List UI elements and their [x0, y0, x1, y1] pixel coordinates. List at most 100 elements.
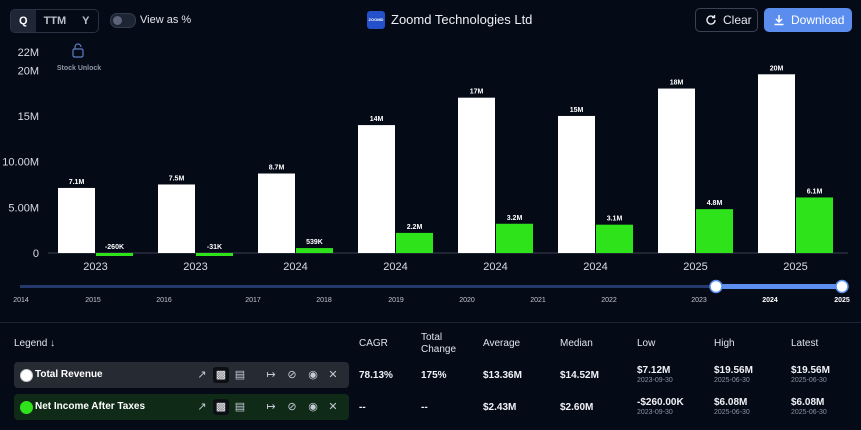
high-date: 2025-06-30 — [714, 377, 750, 384]
clear-button[interactable]: Clear — [695, 8, 758, 32]
timeline-year-label: 2023 — [691, 297, 707, 304]
latest-date: 2025-06-30 — [791, 377, 827, 384]
data-label: 3.1M — [607, 216, 623, 223]
bar-net-income[interactable] — [696, 209, 733, 253]
timeline-range — [716, 284, 842, 289]
axis-icon[interactable]: ↦ — [266, 369, 276, 381]
bar-revenue[interactable] — [458, 97, 495, 253]
download-button[interactable]: Download — [764, 8, 852, 32]
bar-net-income[interactable] — [596, 224, 633, 253]
company-title: Zoomd Technologies Ltd — [391, 12, 533, 27]
timeline-year-label: 2019 — [388, 297, 404, 304]
timeline-handle-end[interactable] — [835, 279, 849, 294]
bar-chart-icon[interactable]: ▩ — [213, 399, 229, 415]
bar-revenue[interactable] — [158, 184, 195, 253]
data-label: 18M — [670, 80, 684, 87]
data-label: 4.8M — [707, 200, 723, 207]
data-label: 7.5M — [169, 175, 185, 182]
close-icon[interactable]: ✕ — [328, 369, 338, 381]
x-tick-label: 2025 — [783, 261, 807, 273]
view-as-percent-toggle[interactable] — [110, 13, 136, 28]
latest-value: $6.08M — [791, 397, 825, 408]
data-label: 8.7M — [269, 165, 285, 172]
stock-unlock-label: Stock Unlock — [57, 65, 101, 72]
view-as-percent-label: View as % — [140, 14, 192, 26]
stacked-bar-icon[interactable]: ▤ — [234, 401, 246, 413]
period-ttm[interactable]: TTM — [43, 15, 67, 27]
timeline-handle-start[interactable] — [709, 279, 723, 294]
y-tick-label: 20M — [18, 65, 39, 77]
cagr-header: CAGR — [359, 338, 388, 349]
hide-icon[interactable]: ◉ — [308, 401, 318, 413]
data-label: -260K — [105, 244, 124, 251]
average-value: $13.36M — [483, 370, 522, 381]
timeline-year-label: 2015 — [85, 297, 101, 304]
bar-net-income[interactable] — [96, 253, 133, 256]
high-value: $19.56M — [714, 365, 753, 376]
bar-net-income[interactable] — [196, 253, 233, 256]
low-value: $7.12M — [637, 365, 671, 376]
high-date: 2025-06-30 — [714, 409, 750, 416]
lock-icon — [72, 48, 84, 58]
timeline-year-label: 2014 — [13, 297, 29, 304]
low-date: 2023-09-30 — [637, 377, 673, 384]
period-q[interactable]: Q — [11, 10, 36, 32]
timeline-year-label: 2024 — [762, 297, 778, 304]
timeline-year-label: 2017 — [245, 297, 261, 304]
period-y[interactable]: Y — [82, 15, 90, 27]
timeline-year-label: 2025 — [834, 297, 850, 304]
close-icon[interactable]: ✕ — [328, 401, 338, 413]
bar-revenue[interactable] — [558, 115, 595, 253]
bar-net-income[interactable] — [496, 223, 533, 253]
y-tick-label: 22M — [18, 47, 39, 59]
legend-header-label: Legend — [14, 338, 48, 349]
stock-unlock-annotation[interactable]: Stock Unlock — [57, 43, 101, 72]
y-tick-label: 5.00M — [8, 202, 39, 214]
bar-net-income[interactable] — [296, 248, 333, 253]
legend-row-total-revenue[interactable]: Total Revenue ↗ ▩ ▤ ↦ ⊘ ◉ ✕ — [14, 362, 349, 388]
tag-off-icon[interactable]: ⊘ — [287, 401, 297, 413]
timeline-year-label: 2022 — [601, 297, 617, 304]
cagr-value: 78.13% — [359, 370, 393, 381]
data-label: -31K — [207, 244, 222, 251]
median-value: $14.52M — [560, 370, 599, 381]
median-value: $2.60M — [560, 402, 594, 413]
x-tick-label: 2024 — [583, 261, 607, 273]
data-label: 539K — [306, 239, 323, 246]
legend-header[interactable]: Legend ↓ — [14, 338, 55, 350]
x-tick-label: 2024 — [483, 261, 507, 273]
bar-revenue[interactable] — [58, 187, 95, 253]
bar-revenue[interactable] — [758, 74, 795, 253]
low-header: Low — [637, 338, 656, 349]
data-label: 17M — [470, 89, 484, 96]
download-label: Download — [791, 13, 845, 27]
line-chart-icon[interactable]: ↗ — [197, 401, 207, 413]
bar-revenue[interactable] — [658, 88, 695, 253]
data-label: 3.2M — [507, 215, 523, 222]
low-value: -$260.00K — [637, 397, 684, 408]
total-change-value: -- — [421, 402, 428, 413]
bar-revenue[interactable] — [258, 173, 295, 253]
bar-revenue[interactable] — [358, 125, 395, 253]
tag-off-icon[interactable]: ⊘ — [287, 369, 297, 381]
bar-net-income[interactable] — [396, 232, 433, 253]
timeline-year-label: 2018 — [316, 297, 332, 304]
stacked-bar-icon[interactable]: ▤ — [234, 369, 246, 381]
line-chart-icon[interactable]: ↗ — [197, 369, 207, 381]
data-label: 20M — [770, 65, 784, 72]
data-label: 2.2M — [407, 224, 423, 231]
data-label: 15M — [570, 107, 584, 114]
y-tick-label: 0 — [33, 248, 39, 260]
bar-net-income[interactable] — [796, 197, 833, 253]
legend-row-net-income[interactable]: Net Income After Taxes ↗ ▩ ▤ ↦ ⊘ ◉ ✕ — [14, 394, 349, 420]
latest-date: 2025-06-30 — [791, 409, 827, 416]
bar-chart-icon[interactable]: ▩ — [213, 367, 229, 383]
series-label: Net Income After Taxes — [35, 401, 146, 412]
hide-icon[interactable]: ◉ — [308, 369, 318, 381]
cagr-value: -- — [359, 402, 366, 413]
download-icon — [774, 15, 784, 26]
arrow-down-icon: ↓ — [50, 338, 56, 349]
x-tick-label: 2025 — [683, 261, 707, 273]
data-label: 7.1M — [69, 179, 85, 186]
axis-icon[interactable]: ↦ — [266, 401, 276, 413]
